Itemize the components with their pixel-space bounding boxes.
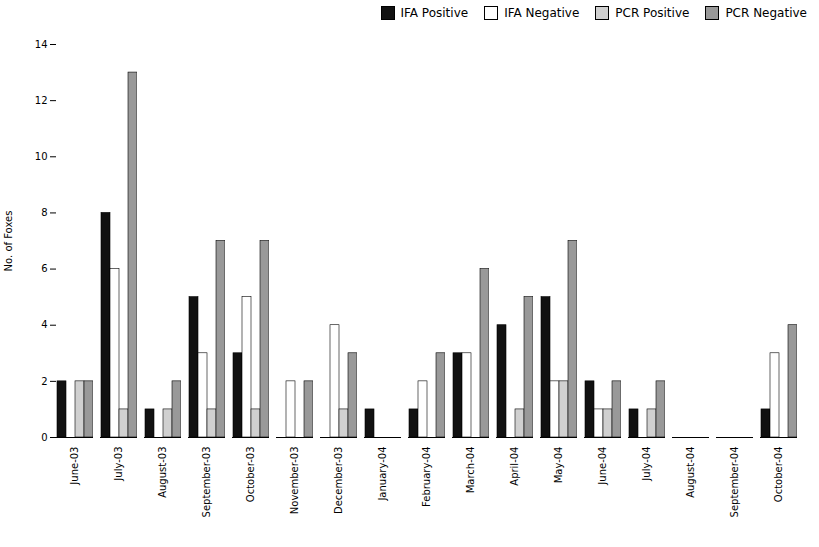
svg-text:10: 10 <box>35 151 48 162</box>
svg-text:August-04: August-04 <box>685 447 696 498</box>
svg-text:April-04: April-04 <box>509 447 520 486</box>
svg-text:June-03: June-03 <box>69 447 80 486</box>
svg-text:4: 4 <box>41 319 47 330</box>
svg-text:August-03: August-03 <box>157 447 168 498</box>
html-text:IFA Positive: IFA Positive <box>400 6 469 20</box>
html-text:PCR Negative: PCR Negative <box>725 6 807 20</box>
svg-text:14: 14 <box>35 39 48 50</box>
svg-text:October-03: October-03 <box>245 447 256 503</box>
svg-text:No. of Foxes: No. of Foxes <box>3 211 14 272</box>
svg-text:October-04: October-04 <box>773 447 784 503</box>
svg-text:September-03: September-03 <box>201 447 212 518</box>
svg-text:May-04: May-04 <box>553 447 564 484</box>
svg-text:September-04: September-04 <box>729 447 740 518</box>
html-text:IFA Negative: IFA Negative <box>504 6 580 20</box>
svg-text:8: 8 <box>41 207 47 218</box>
svg-text:0: 0 <box>41 432 47 443</box>
html-text:PCR Positive: PCR Positive <box>615 6 690 20</box>
svg-text:November-03: November-03 <box>289 447 300 515</box>
svg-text:July-04: July-04 <box>641 447 652 482</box>
svg-text:June-04: June-04 <box>597 447 608 486</box>
svg-text:12: 12 <box>35 95 48 106</box>
svg-text:January-04: January-04 <box>377 447 388 502</box>
svg-text:February-04: February-04 <box>421 447 432 507</box>
svg-text:March-04: March-04 <box>465 447 476 494</box>
svg-text:December-03: December-03 <box>333 447 344 515</box>
svg-text:6: 6 <box>41 263 47 274</box>
svg-text:July-03: July-03 <box>113 447 124 482</box>
svg-text:2: 2 <box>41 376 47 387</box>
